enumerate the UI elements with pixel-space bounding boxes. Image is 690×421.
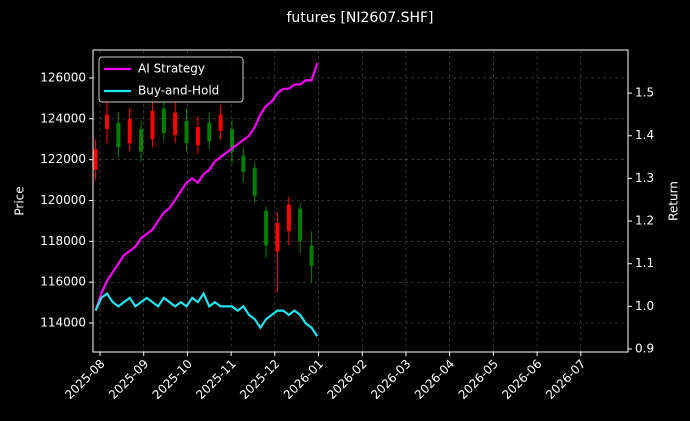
candle-body: [116, 122, 121, 148]
y2-tick-label: 1.5: [635, 86, 654, 100]
candle-body: [252, 167, 257, 197]
y2-tick-label: 1.1: [635, 256, 654, 270]
y2-tick-label: 1.4: [635, 128, 654, 142]
chart-title: futures [NI2607.SHF]: [286, 10, 433, 26]
return-line: [94, 291, 319, 337]
y-tick-label: 124000: [40, 111, 86, 125]
y-tick-label: 120000: [40, 193, 86, 207]
return-line: [94, 62, 319, 311]
candle-body: [275, 222, 280, 252]
candle-body: [218, 114, 223, 132]
candle-body: [173, 112, 178, 136]
y2-axis-title: Return: [667, 181, 681, 221]
y-tick-label: 116000: [40, 275, 86, 289]
candle-body: [93, 149, 98, 170]
y-tick-label: 118000: [40, 234, 86, 248]
candle-body: [207, 122, 212, 142]
legend: AI Strategy Buy-and-Hold: [98, 56, 244, 103]
y2-tick-label: 1.3: [635, 171, 654, 185]
y-axis-title: Price: [13, 186, 27, 215]
y-tick-label: 122000: [40, 152, 86, 166]
candle-body: [150, 110, 155, 140]
y-tick-label: 114000: [40, 316, 86, 330]
candle-body: [298, 208, 303, 242]
legend-label: Buy-and-Hold: [138, 84, 219, 98]
legend-label: AI Strategy: [138, 62, 205, 76]
y2-tick-label: 1.2: [635, 214, 654, 228]
candle-body: [241, 155, 246, 172]
candle-body: [184, 120, 189, 144]
candle-body: [161, 108, 166, 134]
candle-body: [309, 245, 314, 266]
y2-tick-label: 0.9: [635, 342, 654, 356]
candle-body: [264, 210, 269, 246]
legend-box: [98, 56, 244, 103]
candle-body: [139, 129, 144, 152]
candle-body: [286, 204, 291, 232]
candle-body: [127, 118, 132, 144]
candle-body: [104, 114, 109, 130]
candle-body: [195, 126, 200, 146]
plot-frame: [92, 49, 629, 353]
y-tick-label: 126000: [40, 70, 86, 84]
y2-tick-label: 1.0: [635, 299, 654, 313]
candle-body: [229, 129, 234, 152]
